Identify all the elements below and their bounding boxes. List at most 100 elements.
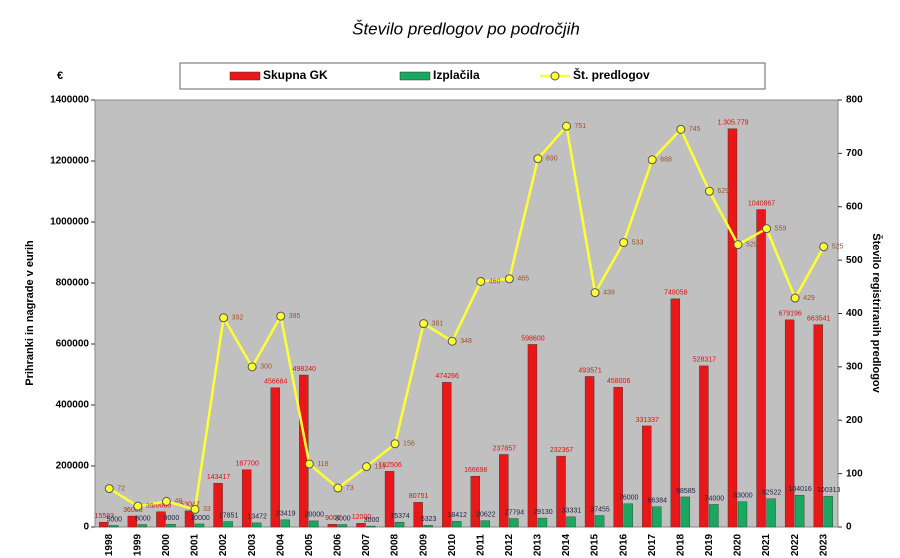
data-label: 232367 [550, 447, 573, 454]
line-point [161, 496, 171, 506]
bar [413, 502, 423, 528]
x-tick-label: 2019 [704, 533, 715, 556]
data-label: 18412 [447, 512, 467, 519]
data-label: 688 [660, 157, 672, 164]
bar [470, 475, 480, 528]
x-tick-label: 2005 [304, 533, 315, 556]
data-label: 76000 [619, 495, 639, 502]
bar [613, 387, 623, 528]
data-label: 3000 [364, 517, 380, 524]
bar [756, 209, 766, 528]
bar [823, 496, 833, 528]
data-label: 15374 [390, 513, 410, 520]
line-point [647, 155, 657, 165]
line [108, 123, 825, 511]
bar [280, 519, 290, 528]
bar [642, 425, 652, 528]
data-label: 12000 [352, 514, 372, 521]
data-label: 53047 [180, 502, 200, 509]
data-label: 474266 [436, 373, 459, 380]
data-label: 392 [232, 315, 244, 322]
bar [566, 516, 576, 528]
line-point [104, 484, 114, 494]
data-label: 20000 [305, 512, 325, 519]
data-label: 8000 [135, 515, 151, 522]
legend-label: Št. predlogov [573, 67, 650, 82]
x-tick-label: 1999 [133, 533, 144, 556]
line-point [219, 313, 229, 323]
bar [594, 515, 605, 528]
y2-tick-label: 500 [846, 255, 863, 266]
data-label: 187700 [235, 461, 258, 468]
y2-tick-label: 700 [846, 148, 863, 159]
data-label: 458006 [607, 378, 630, 385]
data-label: 5323 [421, 516, 437, 523]
data-label: 23419 [276, 511, 296, 518]
data-label: 50000 [152, 503, 172, 510]
bar [137, 524, 148, 528]
x-tick-label: 2008 [390, 533, 401, 556]
data-label: 663541 [807, 315, 830, 322]
data-label: 381 [432, 320, 444, 327]
x-tick-label: 2012 [504, 533, 515, 556]
x-tick-label: 2009 [418, 533, 429, 556]
bar [166, 524, 176, 528]
y-tick-label: 400000 [56, 400, 90, 411]
data-label: 118 [317, 461, 328, 468]
bar [737, 501, 748, 528]
x-tick-label: 2013 [533, 533, 544, 556]
data-label: 300 [260, 364, 272, 371]
line-point [190, 504, 200, 514]
y-axis-title: Prihranki in nagrade v eurih [24, 240, 36, 386]
y-tick-label: 1200000 [50, 156, 89, 167]
data-label: 113 [374, 464, 385, 471]
legend-swatch [229, 71, 261, 81]
data-label: 10000 [190, 515, 210, 522]
data-label: 72 [117, 485, 125, 492]
bar [270, 387, 280, 528]
data-label: 104016 [788, 486, 811, 493]
x-tick-label: 2004 [275, 533, 286, 556]
data-label: 237857 [493, 445, 516, 452]
x-tick-label: 2016 [618, 533, 629, 556]
bar [241, 469, 252, 528]
data-label: 1.305.779 [717, 120, 748, 127]
y-tick-label: 1400000 [50, 95, 89, 106]
bar [156, 511, 166, 528]
line-point [447, 336, 457, 346]
data-label: 15583 [95, 513, 115, 520]
data-label: 493571 [578, 367, 601, 374]
data-label: 83000 [733, 493, 753, 500]
data-label: 98585 [676, 488, 696, 495]
data-label: 143417 [207, 474, 230, 481]
data-label: 33 [203, 506, 211, 513]
y2-tick-label: 600 [846, 201, 863, 212]
data-label: 100313 [817, 487, 840, 494]
bar [556, 455, 566, 528]
data-label: 39 [146, 503, 154, 510]
data-label: 498240 [293, 366, 316, 373]
data-label: 679196 [778, 311, 801, 318]
x-tick-label: 2000 [161, 533, 172, 556]
bar [709, 504, 719, 528]
data-label: 182506 [378, 462, 401, 469]
data-label: 73 [346, 485, 354, 492]
data-label: 17851 [219, 512, 239, 519]
data-label: 528317 [693, 357, 716, 364]
bar [127, 515, 138, 528]
line-point [704, 186, 714, 196]
y-unit: € [57, 70, 63, 82]
x-tick-label: 2017 [647, 533, 658, 556]
y-tick-label: 0 [83, 522, 89, 533]
line-point [504, 274, 514, 284]
data-label: 13472 [247, 514, 267, 521]
data-label: 348 [460, 338, 472, 345]
data-label: 331337 [636, 417, 659, 424]
bar [623, 503, 633, 528]
bar [442, 382, 452, 528]
bar [499, 454, 509, 528]
x-tick-label: 2003 [247, 533, 258, 556]
data-label: 690 [546, 156, 558, 163]
line-point [333, 483, 343, 493]
